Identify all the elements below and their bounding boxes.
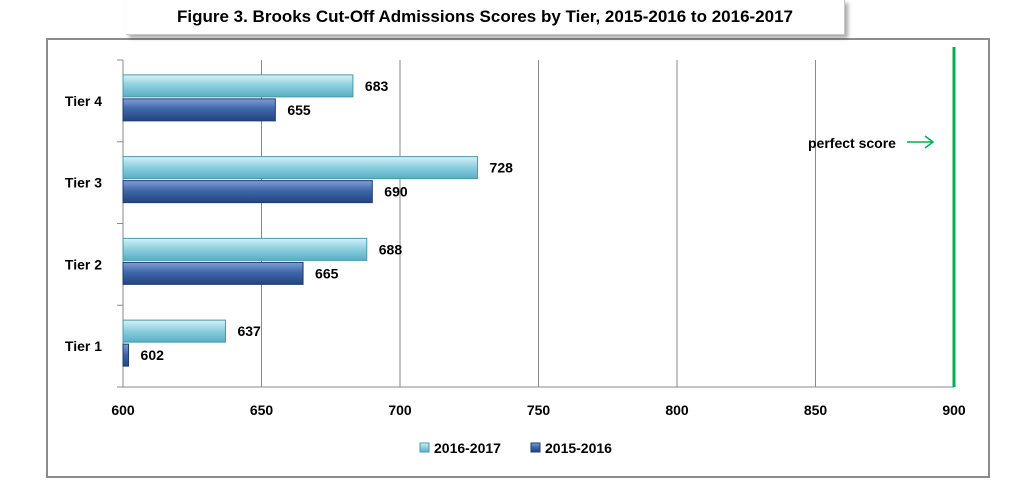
x-tick-label: 800 [665,402,689,418]
x-tick-label: 750 [527,402,551,418]
data-label: 665 [315,265,339,281]
category-label: Tier 4 [65,93,102,109]
legend-swatch [419,442,430,453]
data-label: 728 [490,160,514,176]
x-tick-label: 900 [942,402,966,418]
x-tick-label: 700 [388,402,412,418]
data-label: 688 [379,241,403,257]
bar [122,180,373,204]
bar [122,261,304,285]
legend-label: 2016-2017 [434,440,501,456]
chart-title: Figure 3. Brooks Cut-Off Admissions Scor… [126,0,845,35]
perfect-score-arrowhead [924,135,935,149]
bar [122,156,479,180]
x-tick-label: 650 [250,402,274,418]
bar [122,98,276,122]
category-label: Tier 1 [65,338,102,354]
data-label: 683 [365,78,389,94]
perfect-score-label: perfect score [808,135,896,151]
legend: 2016-2017 2015-2016 [419,440,612,456]
legend-swatch [530,442,541,453]
data-label: 602 [141,347,165,363]
data-label: 690 [384,184,408,200]
labels: 600 650 700 750 800 850 900 Tier 4 683 655 Tier 3 7… [65,78,966,418]
bar [122,319,226,343]
bars [122,74,479,367]
bar [122,343,130,367]
category-label: Tier 2 [65,256,102,272]
legend-label: 2015-2016 [545,440,612,456]
category-label: Tier 3 [65,175,102,191]
bar [122,74,354,98]
x-tick-label: 600 [111,402,135,418]
gridlines [261,60,955,387]
x-tick-label: 850 [804,402,828,418]
data-label: 637 [237,323,261,339]
bar [122,237,368,261]
data-label: 655 [287,102,311,118]
